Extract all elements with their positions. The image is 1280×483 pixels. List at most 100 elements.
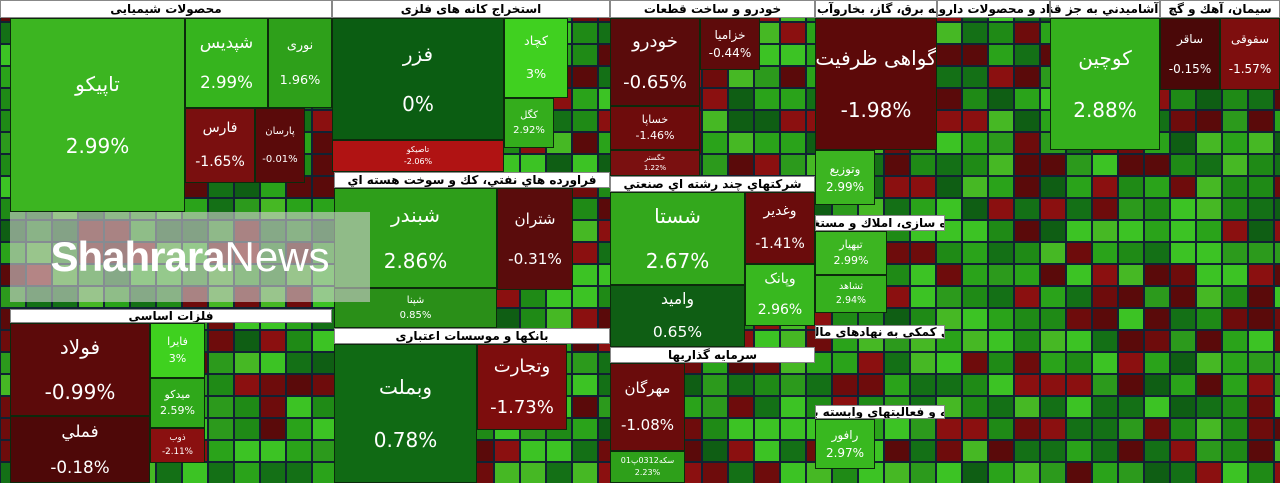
- filler-tile: [988, 352, 1014, 374]
- stock-change: -0.99%: [44, 380, 116, 405]
- stock-change: 3%: [168, 351, 187, 365]
- stock-name: میدکو: [164, 387, 191, 401]
- stock-tile: وپانک 2.96%: [745, 264, 815, 326]
- sector-title: محصولات شیمیایی: [0, 0, 332, 18]
- stock-name: تاپیکو: [75, 71, 120, 96]
- filler-tile: [1014, 264, 1040, 286]
- filler-tile: [1144, 330, 1170, 352]
- filler-tile: [936, 242, 962, 264]
- filler-tile: [1144, 286, 1170, 308]
- stock-name: کوچین: [1078, 46, 1132, 70]
- filler-tile: [572, 22, 598, 44]
- filler-tile: [962, 220, 988, 242]
- filler-tile: [1222, 418, 1248, 440]
- filler-tile: [780, 132, 806, 154]
- filler-tile: [910, 352, 936, 374]
- stock-name: وتجارت: [493, 355, 551, 377]
- filler-tile: [1196, 374, 1222, 396]
- stock-name: شپنا: [406, 295, 425, 306]
- filler-tile: [936, 308, 962, 330]
- filler-tile: [1196, 198, 1222, 220]
- sector-title: شرکتهاي چند رشته اي صنعتي: [610, 176, 815, 192]
- filler-tile: [988, 132, 1014, 154]
- filler-tile: [910, 286, 936, 308]
- filler-tile: [286, 418, 312, 440]
- filler-tile: [1066, 462, 1092, 483]
- filler-tile: [1196, 308, 1222, 330]
- filler-tile: [1066, 330, 1092, 352]
- filler-tile: [1170, 132, 1196, 154]
- filler-tile: [1118, 440, 1144, 462]
- filler-tile: [1092, 154, 1118, 176]
- filler-tile: [1170, 330, 1196, 352]
- filler-tile: [1066, 374, 1092, 396]
- filler-tile: [884, 176, 910, 198]
- filler-tile: [962, 374, 988, 396]
- filler-tile: [1144, 440, 1170, 462]
- filler-tile: [1092, 286, 1118, 308]
- filler-tile: [208, 396, 234, 418]
- filler-tile: [988, 286, 1014, 308]
- filler-tile: [572, 88, 598, 110]
- filler-tile: [1196, 330, 1222, 352]
- stock-change: 2.94%: [835, 295, 867, 306]
- filler-tile: [1144, 242, 1170, 264]
- filler-tile: [572, 44, 598, 66]
- stock-change: 0.85%: [399, 310, 432, 321]
- filler-tile: [1092, 374, 1118, 396]
- filler-tile: [884, 242, 910, 264]
- filler-tile: [208, 418, 234, 440]
- filler-tile: [546, 308, 572, 330]
- filler-tile: [1014, 352, 1040, 374]
- filler-tile: [1144, 220, 1170, 242]
- filler-tile: [1222, 286, 1248, 308]
- stock-name: تیهیار: [839, 237, 863, 251]
- filler-tile: [702, 418, 728, 440]
- stock-tile: وتجارت -1.73%: [477, 344, 567, 430]
- filler-tile: [1092, 440, 1118, 462]
- stock-tile: کگل 2.92%: [504, 98, 554, 148]
- stock-change: 2.67%: [645, 249, 710, 274]
- filler-tile: [1040, 462, 1066, 483]
- filler-tile: [936, 286, 962, 308]
- filler-tile: [1248, 396, 1274, 418]
- filler-tile: [1196, 286, 1222, 308]
- filler-tile: [884, 352, 910, 374]
- filler-tile: [1014, 440, 1040, 462]
- filler-tile: [1040, 198, 1066, 220]
- filler-tile: [832, 374, 858, 396]
- stock-name: فایرا: [167, 335, 188, 348]
- filler-tile: [754, 396, 780, 418]
- sector-title: غذايي و آشاميدني به جز قند و شكر: [1050, 0, 1160, 18]
- filler-tile: [780, 396, 806, 418]
- filler-tile: [962, 66, 988, 88]
- filler-tile: [1144, 308, 1170, 330]
- stock-tile: نوری 1.96%: [268, 18, 332, 108]
- filler-tile: [1066, 440, 1092, 462]
- filler-tile: [1248, 242, 1274, 264]
- filler-tile: [1118, 242, 1144, 264]
- filler-tile: [962, 308, 988, 330]
- filler-tile: [546, 440, 572, 462]
- filler-tile: [728, 396, 754, 418]
- filler-tile: [1274, 352, 1280, 374]
- stock-change: 2.99%: [825, 179, 865, 194]
- stock-name: شبندر: [391, 202, 440, 227]
- stock-name: نوری: [286, 38, 314, 54]
- filler-tile: [1014, 198, 1040, 220]
- filler-tile: [910, 374, 936, 396]
- filler-tile: [572, 264, 598, 286]
- filler-tile: [962, 418, 988, 440]
- filler-tile: [286, 396, 312, 418]
- filler-tile: [754, 88, 780, 110]
- stock-tile: میدکو 2.59%: [150, 378, 205, 428]
- stock-change: 2.97%: [825, 446, 865, 460]
- stock-name: فملي: [61, 420, 99, 441]
- filler-tile: [702, 110, 728, 132]
- sector-title: انبوه سازی، املاك و مستغلات: [815, 215, 945, 231]
- filler-tile: [936, 374, 962, 396]
- filler-tile: [728, 132, 754, 154]
- filler-tile: [234, 396, 260, 418]
- stock-name: وتوزیع: [829, 161, 861, 176]
